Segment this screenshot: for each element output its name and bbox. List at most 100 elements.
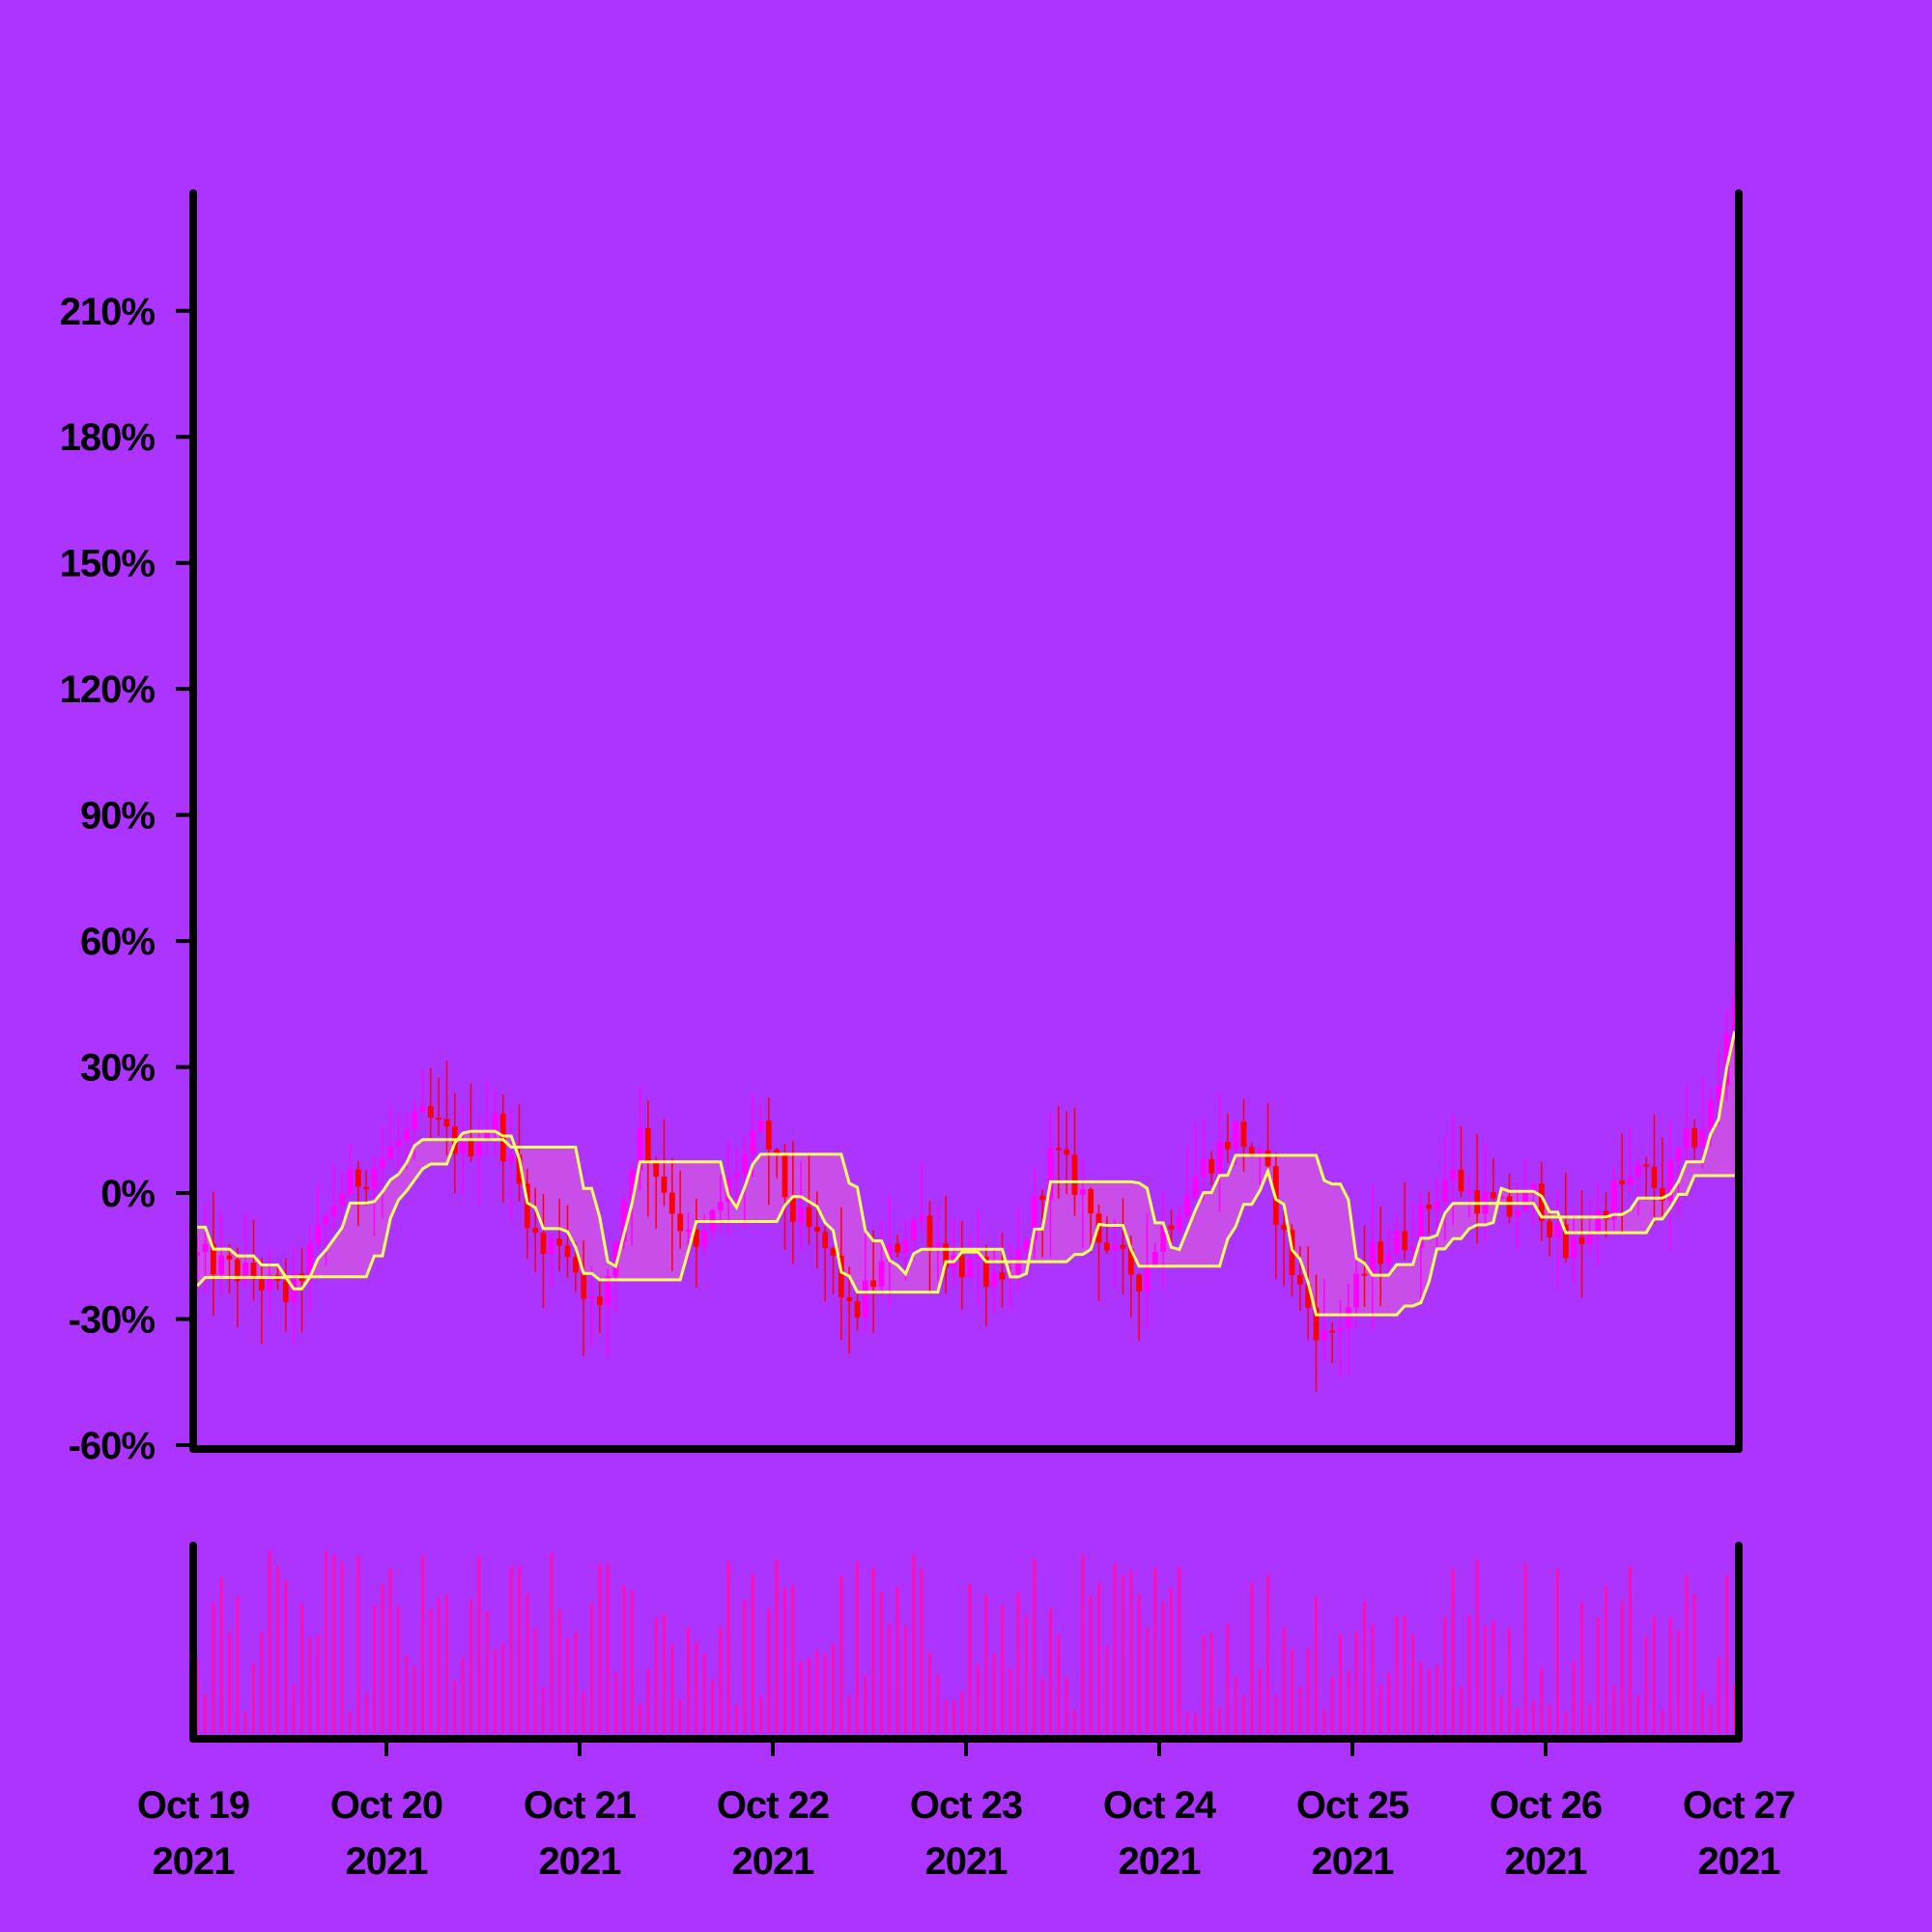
volume-bar bbox=[1194, 1713, 1197, 1733]
volume-bar bbox=[526, 1593, 529, 1733]
volume-bar bbox=[388, 1568, 392, 1733]
x-tick-label: Oct 20 bbox=[330, 1784, 442, 1827]
volume-bar bbox=[260, 1632, 264, 1733]
volume-bar bbox=[1009, 1667, 1012, 1733]
volume-bar bbox=[566, 1637, 569, 1733]
candle-body bbox=[1313, 1307, 1320, 1341]
candle-body bbox=[1329, 1330, 1336, 1333]
volume-bar bbox=[815, 1650, 819, 1733]
volume-bar bbox=[726, 1561, 730, 1733]
candle-body bbox=[1240, 1122, 1247, 1148]
candle-body bbox=[1369, 1241, 1376, 1275]
candle-body bbox=[379, 1158, 385, 1169]
candle-body bbox=[910, 1220, 917, 1240]
volume-bar bbox=[1306, 1648, 1310, 1733]
volume-bar bbox=[1065, 1676, 1068, 1733]
volume-bar bbox=[1588, 1703, 1592, 1733]
candle-body bbox=[1651, 1166, 1658, 1188]
volume-bar bbox=[1677, 1630, 1680, 1733]
volume-bar bbox=[775, 1559, 779, 1733]
volume-bar bbox=[308, 1636, 312, 1733]
candle-body bbox=[1168, 1225, 1175, 1230]
candle-body bbox=[1409, 1247, 1416, 1251]
volume-bar bbox=[364, 1692, 368, 1733]
volume-bar bbox=[1411, 1634, 1414, 1733]
candle-body bbox=[1417, 1205, 1424, 1248]
candle-body bbox=[958, 1255, 965, 1278]
volume-panel: Oct 19 2021 Oct 20 2021 Oct 21 2021 Oct 22 2021… bbox=[137, 1542, 1796, 1883]
candle-body bbox=[1643, 1164, 1650, 1167]
volume-bar bbox=[1395, 1616, 1399, 1733]
volume-bar bbox=[1475, 1559, 1479, 1733]
candle-body bbox=[846, 1297, 853, 1302]
volume-bar bbox=[808, 1657, 810, 1733]
candle-body bbox=[1691, 1127, 1698, 1148]
x-tick-label-year: 2021 bbox=[346, 1840, 429, 1883]
band-lower-line bbox=[197, 1129, 1735, 1317]
volume-bar bbox=[630, 1590, 634, 1733]
candle-body bbox=[1458, 1169, 1464, 1192]
candle-body bbox=[1667, 1160, 1674, 1202]
candle-body bbox=[1136, 1274, 1143, 1292]
volume-bar bbox=[1322, 1709, 1326, 1733]
volume-bar bbox=[1532, 1700, 1535, 1733]
candle-body bbox=[1144, 1264, 1151, 1292]
volume-bar bbox=[212, 1602, 215, 1733]
volume-bar bbox=[864, 1675, 867, 1733]
volume-bar bbox=[421, 1554, 424, 1733]
volume-layer bbox=[195, 1550, 1737, 1733]
volume-bar bbox=[880, 1591, 883, 1733]
volume-bar bbox=[1089, 1596, 1093, 1733]
volume-bar bbox=[895, 1586, 899, 1733]
volume-bar bbox=[1733, 1684, 1737, 1733]
volume-bar bbox=[1282, 1627, 1286, 1733]
candle-body bbox=[886, 1243, 893, 1262]
candle-body bbox=[982, 1256, 989, 1288]
volume-bar bbox=[992, 1653, 996, 1733]
volume-bar bbox=[606, 1563, 610, 1733]
volume-bar bbox=[1460, 1686, 1463, 1733]
y-tick-label: 90% bbox=[80, 795, 155, 838]
volume-bar bbox=[1387, 1671, 1390, 1733]
candle-body bbox=[1530, 1183, 1537, 1191]
x-tick-label-year: 2021 bbox=[925, 1840, 1009, 1883]
candle-body bbox=[765, 1121, 772, 1151]
volume-bar bbox=[952, 1700, 955, 1733]
volume-bar bbox=[1451, 1568, 1455, 1733]
candle-body bbox=[1522, 1190, 1529, 1211]
candle-body bbox=[1538, 1183, 1545, 1222]
volume-bar bbox=[494, 1649, 497, 1733]
volume-bar bbox=[1692, 1594, 1696, 1733]
x-tick-label: Oct 27 bbox=[1683, 1784, 1795, 1827]
candle-body bbox=[1160, 1225, 1167, 1252]
volume-bar bbox=[1499, 1696, 1503, 1733]
candle-body bbox=[1441, 1179, 1448, 1202]
candle-body bbox=[1264, 1150, 1271, 1167]
y-tick-label: 60% bbox=[80, 921, 155, 963]
candle-body bbox=[1675, 1148, 1682, 1161]
x-tick-label-year: 2021 bbox=[1119, 1840, 1202, 1883]
candle-body bbox=[605, 1276, 611, 1306]
volume-bar bbox=[1427, 1668, 1431, 1733]
volume-bar bbox=[582, 1690, 585, 1733]
volume-bar bbox=[1435, 1664, 1438, 1733]
volume-bar bbox=[1484, 1625, 1487, 1733]
volume-bar bbox=[397, 1605, 400, 1733]
candle-body bbox=[1127, 1248, 1134, 1275]
volume-bar bbox=[590, 1603, 593, 1733]
candle-body bbox=[556, 1238, 563, 1246]
volume-bar bbox=[1209, 1633, 1213, 1733]
volume-bar bbox=[832, 1643, 835, 1733]
candle-body bbox=[1716, 1085, 1722, 1101]
volume-bar bbox=[791, 1585, 795, 1733]
candle-body bbox=[717, 1202, 724, 1210]
volume-bar bbox=[622, 1585, 626, 1733]
candle-body bbox=[806, 1207, 812, 1227]
candle-body bbox=[1321, 1330, 1327, 1341]
volume-bar bbox=[356, 1555, 360, 1733]
volume-bar bbox=[373, 1605, 376, 1733]
volume-bar bbox=[1636, 1695, 1640, 1733]
volume-bar bbox=[1644, 1636, 1648, 1733]
volume-bar bbox=[557, 1608, 561, 1733]
